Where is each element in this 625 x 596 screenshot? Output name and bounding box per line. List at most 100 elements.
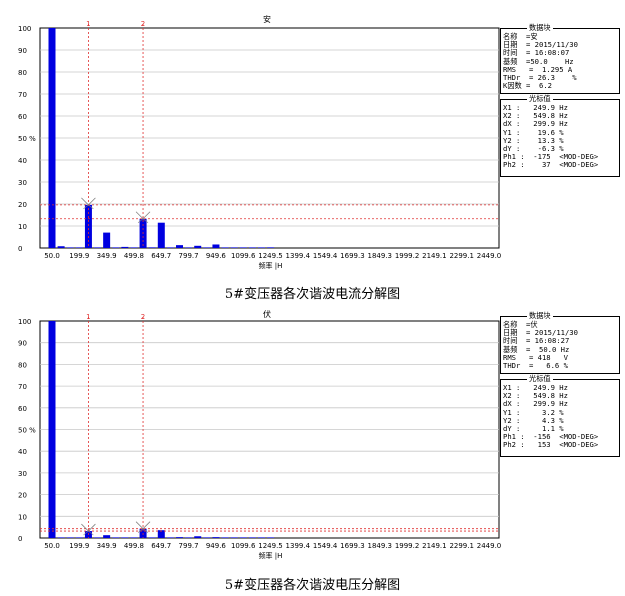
bar bbox=[148, 537, 156, 538]
bar bbox=[94, 537, 102, 538]
data-block: 数据块 名称 =安 日期 = 2015/11/30 时间 = 16:08:07 基频 … bbox=[500, 23, 620, 94]
x-tick-label: 1699.3 bbox=[340, 252, 365, 260]
y-tick-label: 20 bbox=[18, 492, 27, 500]
x-axis-label: 频率 |H bbox=[259, 261, 283, 270]
cursor-marker-tail bbox=[83, 530, 94, 536]
bar bbox=[57, 246, 65, 248]
x-tick-label: 2299.1 bbox=[449, 542, 474, 550]
bar bbox=[121, 537, 129, 538]
y-tick-label: 20 bbox=[18, 201, 27, 209]
bar bbox=[103, 232, 111, 248]
cursor-block: 光标值 X1 : 249.9 Hz X2 : 549.8 Hz dX : 299.9… bbox=[500, 374, 620, 457]
x-tick-label: 1249.5 bbox=[258, 252, 283, 260]
cursor-marker-tail bbox=[137, 218, 149, 223]
y-tick-label: 60 bbox=[18, 113, 27, 121]
x-tick-label: 499.8 bbox=[124, 542, 144, 550]
y-tick-label: 30 bbox=[18, 179, 27, 187]
x-tick-label: 349.9 bbox=[97, 542, 117, 550]
data-block-row: 时间 = 16:08:07 bbox=[503, 48, 570, 58]
y-tick-label: 100 bbox=[18, 25, 31, 33]
bar bbox=[84, 204, 92, 248]
cursor-marker-tail bbox=[83, 204, 94, 210]
bar bbox=[239, 537, 247, 538]
x-tick-label: 799.7 bbox=[179, 542, 199, 550]
cursor-block-row: X1 : 249.9 Hz bbox=[503, 103, 568, 112]
cursor-marker-tail bbox=[137, 528, 149, 533]
y-tick-label: 30 bbox=[18, 470, 27, 478]
cursor-block-row: Y1 : 3.2 % bbox=[503, 407, 564, 417]
bar bbox=[230, 537, 238, 538]
bar bbox=[112, 247, 120, 248]
figure-current: 0 10 20 30 40 50 % 60 70 80 90 100 50.0 199.9 349.9 49… bbox=[18, 14, 620, 302]
cursor-block-row: dY : -6.3 % bbox=[503, 144, 564, 154]
y-tick-label: 0 bbox=[18, 245, 22, 253]
data-block-row: 时间 = 16:08:27 bbox=[503, 336, 570, 346]
chart-title: 安 bbox=[263, 14, 271, 24]
y-tick-label: 60 bbox=[18, 405, 27, 413]
cursor-block-row: Y1 : 19.6 % bbox=[503, 127, 564, 137]
cursor-block-row: X2 : 549.8 Hz bbox=[503, 111, 568, 121]
y-tick-label: 10 bbox=[18, 513, 27, 521]
x-tick-label: 1099.6 bbox=[231, 542, 256, 550]
cursor-block-row: Ph1 : -156 <MOD-DEG> bbox=[503, 432, 599, 442]
bar bbox=[121, 246, 129, 248]
bar bbox=[194, 536, 202, 538]
x-tick-label: 2299.1 bbox=[449, 252, 474, 260]
x-tick-label: 1099.6 bbox=[231, 252, 256, 260]
data-block-row: THDr = 26.3 % bbox=[503, 73, 577, 83]
bar bbox=[66, 247, 74, 248]
figure-caption: 5#变压器各次谐波电压分解图 bbox=[224, 578, 401, 593]
bar bbox=[112, 537, 120, 538]
bar bbox=[267, 247, 275, 248]
cursor-block-rows: X1 : 249.9 Hz X2 : 549.8 Hz dX : 299.9 Hz Y… bbox=[503, 103, 617, 170]
cursor-label: 2 bbox=[141, 20, 145, 28]
bar bbox=[212, 537, 220, 538]
x-tick-label: 50.0 bbox=[44, 542, 60, 550]
x-tick-label: 2149.1 bbox=[422, 252, 447, 260]
x-tick-label: 2449.0 bbox=[477, 542, 502, 550]
data-block-row: THDr = 6.6 % bbox=[503, 361, 568, 371]
x-tick-label: 1699.3 bbox=[340, 542, 365, 550]
data-block-row: 基频 =50.0 Hz bbox=[503, 56, 574, 66]
y-tick-label: 10 bbox=[18, 223, 27, 231]
bar bbox=[57, 537, 65, 538]
bar bbox=[166, 247, 174, 248]
x-tick-label: 50.0 bbox=[44, 252, 60, 260]
data-block-row: 日期 = 2015/11/30 bbox=[503, 40, 578, 50]
cursor-block-row: dX : 299.9 Hz bbox=[503, 119, 568, 129]
current-harmonics-chart: 0 10 20 30 40 50 % 60 70 80 90 100 50.0 199.9 349.9 49… bbox=[18, 14, 501, 270]
bar bbox=[166, 537, 174, 538]
data-block-row: 名称 =伏 bbox=[503, 320, 538, 329]
bar bbox=[157, 222, 165, 248]
data-block-row: RMS = 418 V bbox=[503, 352, 568, 362]
y-tick-label: 80 bbox=[18, 69, 27, 77]
bar bbox=[212, 244, 220, 248]
x-tick-label: 1999.2 bbox=[395, 252, 420, 260]
y-tick-label: 80 bbox=[18, 361, 27, 369]
x-tick-label: 199.9 bbox=[69, 542, 89, 550]
bar bbox=[194, 245, 202, 248]
y-tick-label: 40 bbox=[18, 448, 27, 456]
bar bbox=[248, 537, 256, 538]
bar bbox=[185, 537, 193, 538]
x-tick-label: 199.9 bbox=[69, 252, 89, 260]
bar bbox=[257, 537, 265, 538]
data-block-rows: 名称 =伏 日期 = 2015/11/30 时间 = 16:08:27 基频 = 50… bbox=[503, 320, 617, 371]
bar bbox=[176, 245, 184, 248]
x-tick-label: 1849.3 bbox=[368, 542, 393, 550]
cursor-label: 1 bbox=[86, 313, 90, 321]
bar bbox=[257, 247, 265, 248]
bar bbox=[267, 537, 275, 538]
bar bbox=[176, 537, 184, 538]
x-tick-label: 649.7 bbox=[151, 252, 171, 260]
cursor-block-row: X2 : 549.8 Hz bbox=[503, 391, 568, 401]
data-block: 数据块 名称 =伏 日期 = 2015/11/30 时间 = 16:08:27 基频 … bbox=[500, 311, 620, 374]
x-tick-label: 1999.2 bbox=[395, 542, 420, 550]
y-tick-label: 50 % bbox=[18, 135, 36, 143]
cursor-label: 1 bbox=[86, 20, 90, 28]
x-axis-label: 频率 |H bbox=[259, 551, 283, 560]
y-tick-label: 100 bbox=[18, 318, 31, 326]
cursor-block-row: Y2 : 4.3 % bbox=[503, 415, 564, 425]
bar bbox=[66, 537, 74, 538]
cursor-block-row: dY : 1.1 % bbox=[503, 424, 564, 434]
